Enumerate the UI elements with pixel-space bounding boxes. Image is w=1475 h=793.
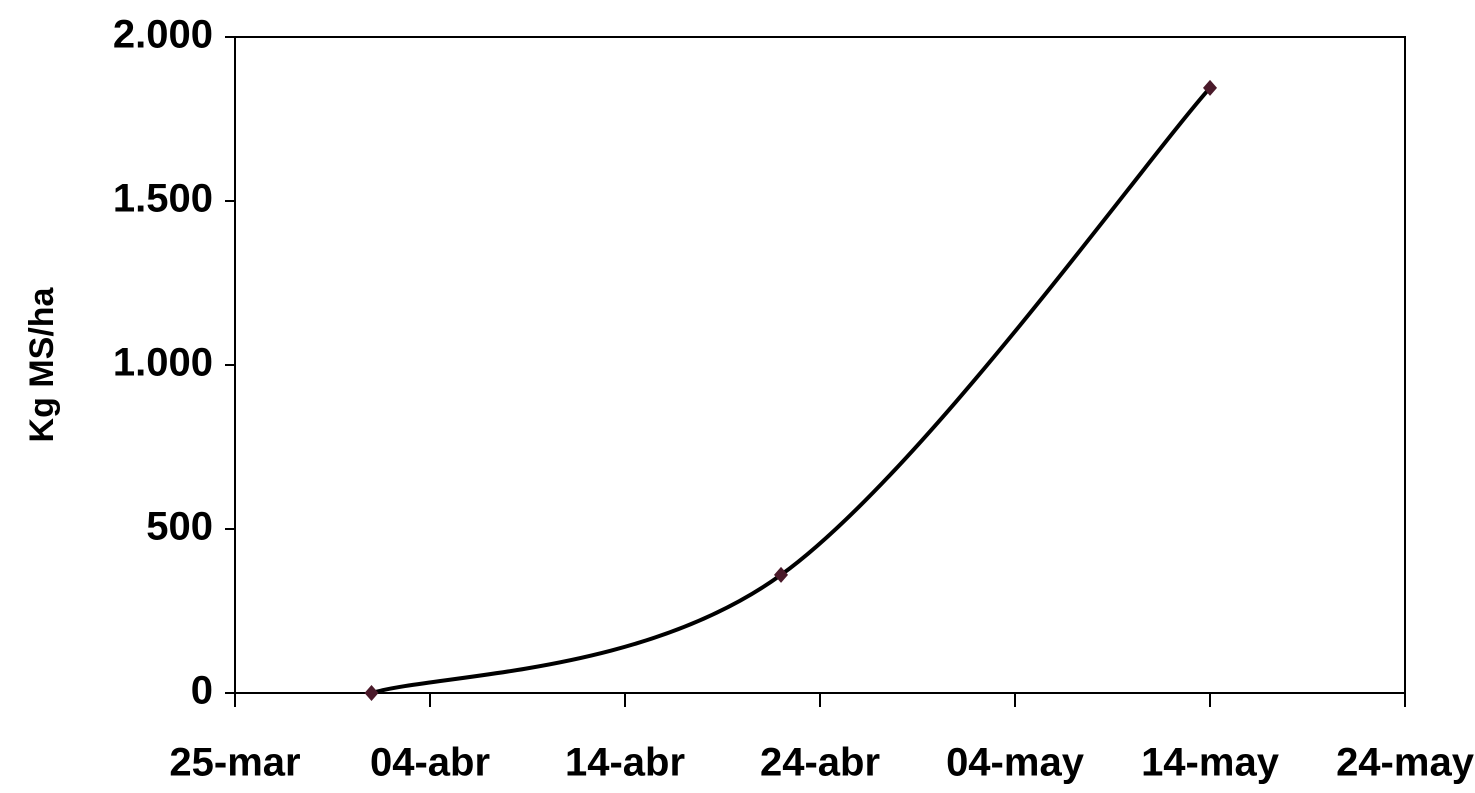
plot-frame [234,36,1406,694]
data-point [364,685,379,701]
y-tick-label: 2.000 [113,13,213,57]
x-tick-label: 04-abr [370,741,490,785]
data-point [774,566,788,583]
y-axis-label: Kg MS/ha [23,286,61,442]
y-tick-label: 500 [146,505,213,549]
x-tick-label: 14-abr [565,741,685,785]
x-tick-label: 24-abr [760,741,880,785]
data-line [370,86,1212,695]
y-tick-label: 1.500 [113,177,213,221]
x-tick-label: 25-mar [169,741,300,785]
x-tick-label: 24-may [1336,741,1475,785]
y-tick-label: 0 [191,669,213,713]
x-tick-label: 04-may [946,741,1085,785]
y-tick-label: 1.000 [113,341,213,385]
data-point [1203,79,1217,96]
x-tick-label: 14-may [1141,741,1280,785]
